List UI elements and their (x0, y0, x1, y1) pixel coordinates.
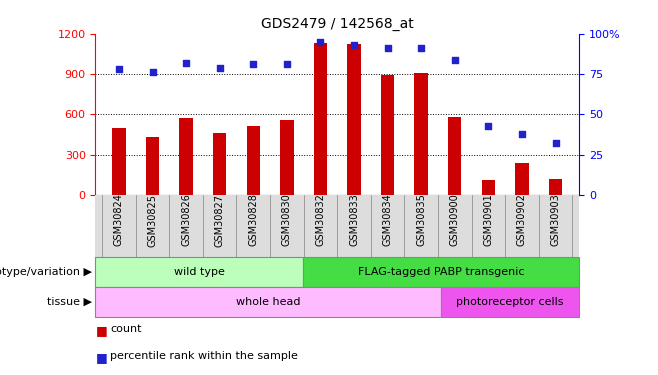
Point (147, 69, 158, 75)
Text: tissue ▶: tissue ▶ (47, 297, 92, 307)
Bar (515, 163, 528, 195)
Point (248, 62, 259, 68)
Bar (95, 287, 441, 317)
Point (282, 62, 292, 68)
Bar (247, 126, 260, 195)
Bar (448, 117, 461, 195)
Point (449, 57, 460, 63)
Point (349, 42, 359, 48)
Bar (146, 137, 159, 195)
Title: GDS2479 / 142568_at: GDS2479 / 142568_at (261, 17, 414, 32)
Bar (180, 118, 193, 195)
Point (517, 131, 527, 137)
Text: ■: ■ (95, 324, 107, 338)
Point (550, 140, 561, 146)
Bar (482, 180, 495, 195)
Bar (280, 120, 293, 195)
Text: genotype/variation ▶: genotype/variation ▶ (0, 267, 92, 277)
Text: percentile rank within the sample: percentile rank within the sample (110, 351, 298, 361)
Bar (303, 257, 579, 287)
Bar (314, 43, 327, 195)
Text: whole head: whole head (236, 297, 301, 307)
Text: photoreceptor cells: photoreceptor cells (456, 297, 564, 307)
Point (382, 45, 393, 51)
Point (114, 66, 124, 72)
Bar (213, 133, 226, 195)
Bar (113, 128, 126, 195)
Point (215, 64, 225, 70)
Bar (95, 257, 303, 287)
Point (315, 39, 326, 45)
Text: count: count (110, 324, 141, 334)
Bar (415, 73, 428, 195)
Text: FLAG-tagged PABP transgenic: FLAG-tagged PABP transgenic (357, 267, 524, 277)
Point (483, 123, 494, 129)
Point (181, 60, 191, 66)
Bar (549, 179, 562, 195)
Point (416, 45, 426, 51)
Text: ■: ■ (95, 351, 107, 364)
Text: wild type: wild type (174, 267, 224, 277)
Bar (381, 75, 394, 195)
Bar (347, 45, 361, 195)
Bar (441, 287, 579, 317)
